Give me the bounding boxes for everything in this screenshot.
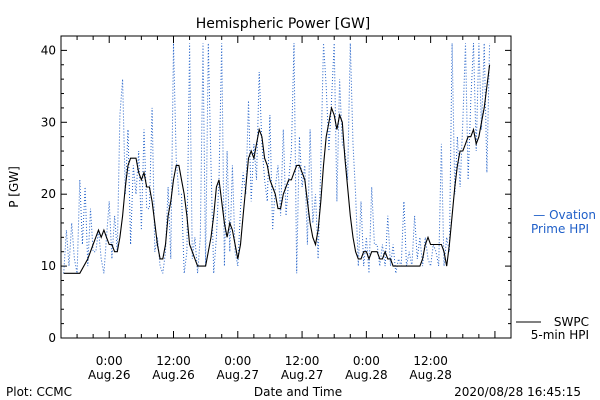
y-axis-ticks: 0 10 20 30 40 — [41, 43, 511, 345]
series-ovation-line — [63, 43, 491, 274]
series-swpc-line — [63, 64, 491, 274]
x-tick-date-label: Aug.28 — [409, 368, 452, 382]
x-tick-time-label: 12:00 — [285, 354, 320, 368]
x-axis-label: Date and Time — [254, 385, 342, 399]
x-tick-time-label: 0:00 — [96, 354, 123, 368]
x-tick-time-label: 12:00 — [413, 354, 448, 368]
x-axis-ticks: 0:00Aug.2612:00Aug.260:00Aug.2712:00Aug.… — [76, 36, 496, 382]
legend-swpc-line1: SWPC — [554, 315, 589, 329]
chart-title: Hemispheric Power [GW] — [196, 16, 371, 32]
legend-ovation-line1: — Ovation — [533, 208, 596, 222]
y-tick-label: 30 — [41, 115, 56, 129]
x-tick-date-label: Aug.26 — [88, 368, 131, 382]
y-tick-label: 40 — [41, 43, 56, 57]
footer-plot-credit: Plot: CCMC — [6, 385, 72, 399]
x-tick-time-label: 12:00 — [156, 354, 191, 368]
x-tick-time-label: 0:00 — [353, 354, 380, 368]
legend: — Ovation Prime HPI SWPC 5-min HPI — [516, 208, 596, 342]
x-tick-date-label: Aug.26 — [152, 368, 195, 382]
y-tick-label: 20 — [41, 187, 56, 201]
x-tick-time-label: 0:00 — [224, 354, 251, 368]
legend-ovation-line2: Prime HPI — [531, 222, 589, 236]
x-tick-date-label: Aug.27 — [217, 368, 260, 382]
y-tick-label: 0 — [48, 331, 56, 345]
y-tick-label: 10 — [41, 259, 56, 273]
legend-swpc-line2: 5-min HPI — [531, 328, 589, 342]
y-axis-label: P [GW] — [7, 166, 21, 208]
footer-timestamp: 2020/08/28 16:45:15 — [454, 385, 581, 399]
x-tick-date-label: Aug.27 — [281, 368, 324, 382]
x-tick-date-label: Aug.28 — [345, 368, 388, 382]
series-layer — [63, 43, 491, 274]
